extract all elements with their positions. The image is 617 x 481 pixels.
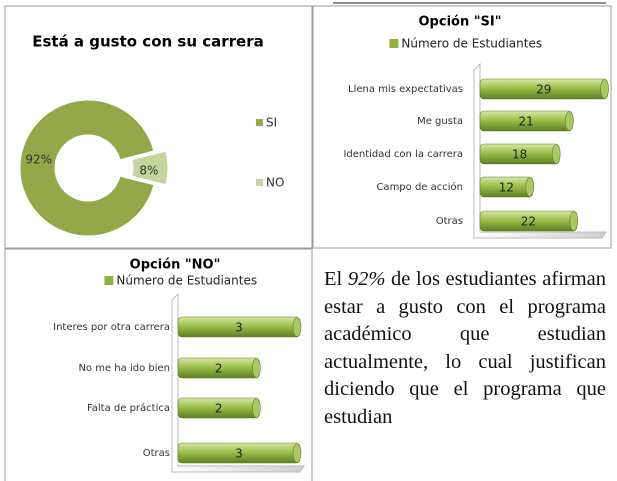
- legend-swatch: [389, 39, 399, 48]
- paragraph: El 92% de los estudiantes afirman estar …: [324, 266, 606, 431]
- chart-title: Opción "SI": [419, 15, 502, 30]
- data-label: 29: [536, 83, 551, 97]
- bar-cap: [252, 398, 261, 418]
- bar-cap: [600, 79, 609, 99]
- data-label: 2: [215, 362, 223, 376]
- plot-wall: [171, 292, 305, 473]
- y-tick-label: Identidad con la carrera: [343, 149, 463, 160]
- legend-label: Número de Estudiantes: [116, 274, 257, 288]
- legend-label: Número de Estudiantes: [401, 37, 542, 51]
- bar-cap: [252, 358, 261, 378]
- legend-label: NO: [266, 176, 284, 190]
- data-label: 22: [521, 215, 536, 229]
- y-tick-label: Otras: [436, 216, 463, 227]
- text: El: [324, 268, 343, 290]
- bar-cap: [525, 177, 535, 197]
- bar-cap: [292, 443, 302, 463]
- data-label: 2: [215, 402, 223, 416]
- y-tick-label: Me gusta: [417, 116, 463, 127]
- bar-cap: [569, 211, 579, 231]
- legend-swatch: [104, 276, 114, 285]
- cell-borders: [4, 5, 612, 481]
- data-label: 18: [512, 148, 527, 162]
- chart-title: Está a gusto con su carrera: [32, 33, 264, 51]
- data-label: 12: [499, 181, 514, 195]
- bar-cap: [292, 317, 302, 337]
- bar-cap: [551, 144, 561, 164]
- y-tick-label: Llena mis expectativas: [348, 84, 463, 95]
- text-italic: 92%: [347, 268, 386, 290]
- data-label: 8%: [139, 163, 158, 177]
- data-label: 92%: [25, 152, 52, 166]
- pie-slice: [19, 99, 155, 237]
- data-label: 21: [519, 115, 534, 129]
- legend-swatch: [256, 119, 263, 126]
- y-tick-label: Falta de práctica: [87, 402, 170, 414]
- y-tick-label: Campo de acción: [376, 181, 463, 193]
- y-tick-label: No me ha ido bien: [78, 363, 170, 374]
- plot-wall: [473, 62, 607, 239]
- chart-title: Opción "NO": [130, 258, 221, 273]
- text: de los estudiantes afirman estar a gusto…: [324, 268, 607, 428]
- legend-label: SI: [266, 116, 277, 130]
- y-tick-label: Interes por otra carrera: [53, 322, 170, 333]
- data-label: 3: [235, 321, 243, 335]
- bar-cap: [565, 111, 574, 131]
- data-label: 3: [235, 447, 243, 461]
- y-tick-label: Otras: [143, 448, 170, 459]
- legend-swatch: [256, 179, 263, 186]
- pie-slice: [131, 150, 169, 186]
